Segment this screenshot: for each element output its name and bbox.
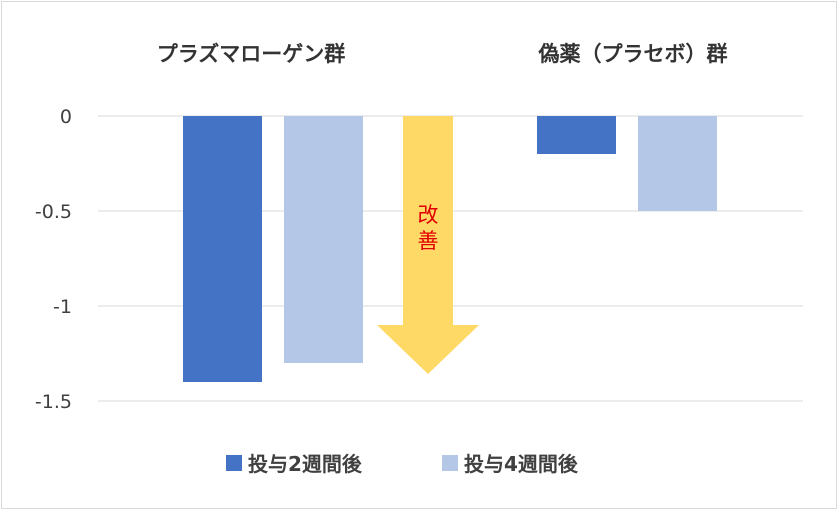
y-tick-label: 0 [60, 106, 72, 128]
bar-group1-series1 [183, 116, 262, 382]
legend-swatch-4-weeks [442, 455, 458, 471]
bar-group2-series1 [537, 116, 616, 154]
y-tick-label: -1.5 [35, 391, 72, 413]
arrow-label-char-1: 改 [418, 203, 439, 227]
y-tick-label: -0.5 [35, 201, 72, 223]
bar-group2-series2 [638, 116, 717, 211]
improvement-arrow: 改 善 [377, 116, 479, 374]
legend: 投与2週間後 投与4週間後 [226, 452, 579, 476]
arrow-label-char-2: 善 [418, 229, 439, 253]
improvement-arrow-shape [377, 116, 479, 374]
y-axis-ticks: 0 -0.5 -1 -1.5 [35, 106, 72, 413]
y-tick-label: -1 [53, 296, 72, 318]
bar-group1-series2 [284, 116, 363, 363]
bars [183, 116, 717, 382]
legend-label-4-weeks: 投与4週間後 [464, 452, 579, 476]
group-title-plasmalogen: プラズマローゲン群 [157, 42, 346, 66]
legend-label-2-weeks: 投与2週間後 [248, 452, 363, 476]
legend-swatch-2-weeks [226, 455, 242, 471]
group-title-placebo: 偽薬（プラセボ）群 [538, 42, 728, 66]
